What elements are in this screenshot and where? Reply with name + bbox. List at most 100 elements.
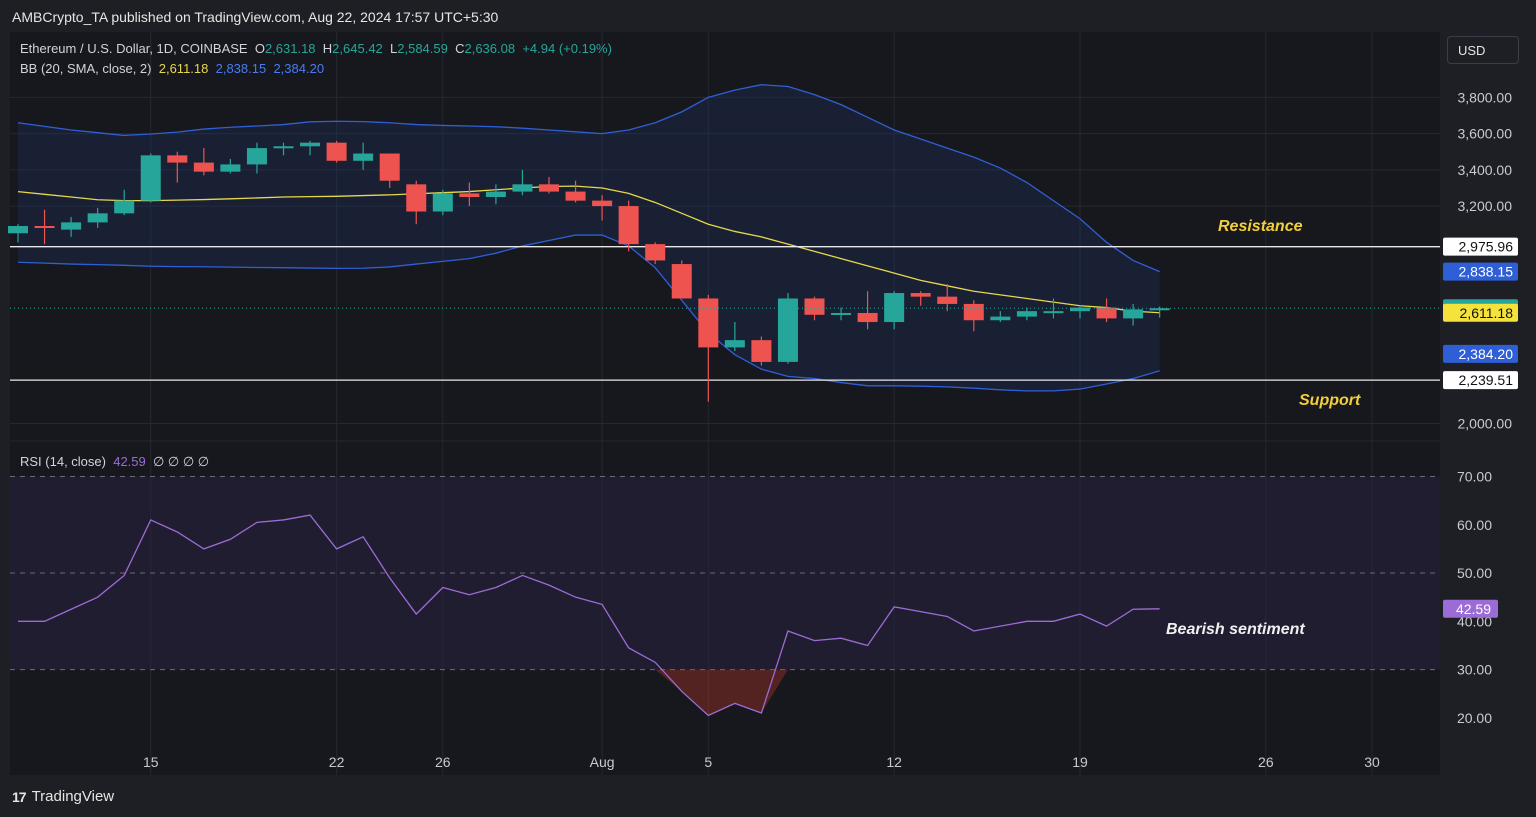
- rsi-y-tick: 20.00: [1457, 710, 1492, 726]
- price-tag: [1443, 262, 1518, 281]
- candle-body: [963, 303, 984, 321]
- candle-body: [1149, 308, 1170, 311]
- x-tick-label: 26: [435, 754, 451, 770]
- x-tick-label: 22: [329, 754, 345, 770]
- change-value: +4.94 (+0.19%): [522, 41, 612, 56]
- candle-body: [353, 153, 374, 161]
- candle-body: [884, 293, 905, 323]
- y-tick-label: 2,000.00: [1458, 416, 1513, 432]
- rsi-value-tag: [1443, 599, 1498, 618]
- candle-body: [1043, 311, 1064, 314]
- price-tag-text: 2,838.15: [1459, 264, 1514, 280]
- candle-body: [1016, 311, 1037, 317]
- candle-body: [114, 200, 135, 214]
- close-value: 2,636.08: [464, 41, 516, 56]
- x-tick-label: 12: [886, 754, 902, 770]
- candle-body: [751, 340, 772, 362]
- brand-name: TradingView: [31, 788, 115, 805]
- candle-body: [379, 153, 400, 181]
- price-tag-text: 2,384.20: [1459, 346, 1514, 362]
- candle-body: [485, 191, 506, 198]
- y-tick-label: 3,200.00: [1458, 198, 1513, 214]
- candle-body: [565, 191, 586, 201]
- candle-body: [937, 296, 958, 304]
- rsi-legend[interactable]: RSI (14, close) 42.59 ∅ ∅ ∅ ∅: [20, 454, 209, 470]
- candle-body: [698, 298, 719, 348]
- level-price-tag: [1443, 237, 1518, 256]
- candle-body: [459, 193, 480, 198]
- candle-body: [34, 226, 55, 229]
- rsi-label: RSI (14, close): [20, 454, 106, 469]
- candle-body: [1096, 307, 1117, 319]
- candle-body: [671, 264, 692, 299]
- x-tick-label: Aug: [590, 754, 615, 770]
- candle-body: [539, 184, 559, 192]
- candle-body: [1123, 309, 1144, 319]
- candle-body: [326, 142, 347, 161]
- level-price-tag: [1443, 371, 1518, 390]
- low-label: L: [390, 41, 398, 56]
- candle-body: [990, 316, 1011, 321]
- x-tick-label: 15: [143, 754, 159, 770]
- price-tag: [1443, 344, 1518, 363]
- high-value: 2,645.42: [332, 41, 383, 56]
- rsi-placeholders: ∅ ∅ ∅ ∅: [153, 454, 210, 469]
- tradingview-branding[interactable]: 17 TradingView: [12, 788, 114, 805]
- candle-body: [193, 162, 214, 172]
- open-label: O: [254, 41, 265, 56]
- candle-body: [220, 164, 241, 172]
- candle-body: [246, 148, 267, 165]
- candle-body: [910, 293, 931, 297]
- candle-body: [140, 155, 161, 201]
- candle-body: [512, 184, 533, 192]
- x-tick-label: 19: [1072, 754, 1088, 770]
- rsi-value-tag-text: 42.59: [1456, 601, 1491, 617]
- candle-body: [87, 213, 108, 223]
- rsi-line: [18, 514, 1160, 717]
- high-label: H: [322, 41, 333, 56]
- level-price-text: 2,239.51: [1459, 372, 1514, 388]
- rsi-y-tick: 50.00: [1457, 565, 1492, 581]
- candle-body: [167, 155, 188, 163]
- x-tick-label: 30: [1364, 754, 1380, 770]
- y-tick-label: 3,800.00: [1458, 89, 1513, 105]
- candle-body: [857, 312, 878, 323]
- price-tag: [1443, 303, 1518, 322]
- bb-upper-line: [17, 84, 1160, 273]
- candle-body: [831, 312, 852, 315]
- rsi-y-tick: 70.00: [1457, 468, 1492, 484]
- candle-body: [618, 206, 639, 245]
- bb-label: BB (20, SMA, close, 2): [20, 61, 152, 76]
- candle-body: [300, 142, 321, 147]
- x-tick-label: 26: [1258, 754, 1274, 770]
- symbol-name[interactable]: Ethereum / U.S. Dollar, 1D, COINBASE: [20, 41, 248, 56]
- rsi-oversold-fill: [628, 669, 788, 716]
- candle-body: [406, 184, 427, 212]
- candle-body: [804, 298, 825, 315]
- x-tick-label: 5: [704, 754, 712, 770]
- price-panel-bg: [10, 32, 1440, 440]
- candle-body: [724, 340, 745, 348]
- bearish-annotation: Bearish sentiment: [1166, 621, 1305, 638]
- bb-middle-line: [17, 185, 1160, 314]
- close-label: C: [455, 41, 465, 56]
- candle-body: [645, 244, 666, 261]
- candle-body: [432, 193, 453, 212]
- y-tick-label: 3,400.00: [1458, 162, 1513, 178]
- candle-body: [8, 226, 28, 234]
- tradingview-logo-icon: 17: [12, 788, 27, 805]
- open-value: 2,631.18: [264, 41, 316, 56]
- candle-body: [61, 222, 82, 230]
- bb-legend[interactable]: BB (20, SMA, close, 2) 2,611.18 2,838.15…: [20, 61, 324, 76]
- rsi-value: 42.59: [113, 454, 146, 469]
- level-price-text: 2,975.96: [1459, 239, 1514, 255]
- candle-body: [777, 298, 798, 362]
- currency-selector[interactable]: USD: [1447, 36, 1519, 64]
- candle-body: [273, 146, 294, 149]
- publisher-line: AMBCrypto_TA published on TradingView.co…: [12, 9, 499, 25]
- bb-mid-value: 2,611.18: [158, 61, 209, 76]
- rsi-y-tick: 30.00: [1457, 662, 1492, 678]
- price-axis-bg: [1440, 32, 1536, 777]
- resistance-annotation: Resistance: [1218, 218, 1303, 235]
